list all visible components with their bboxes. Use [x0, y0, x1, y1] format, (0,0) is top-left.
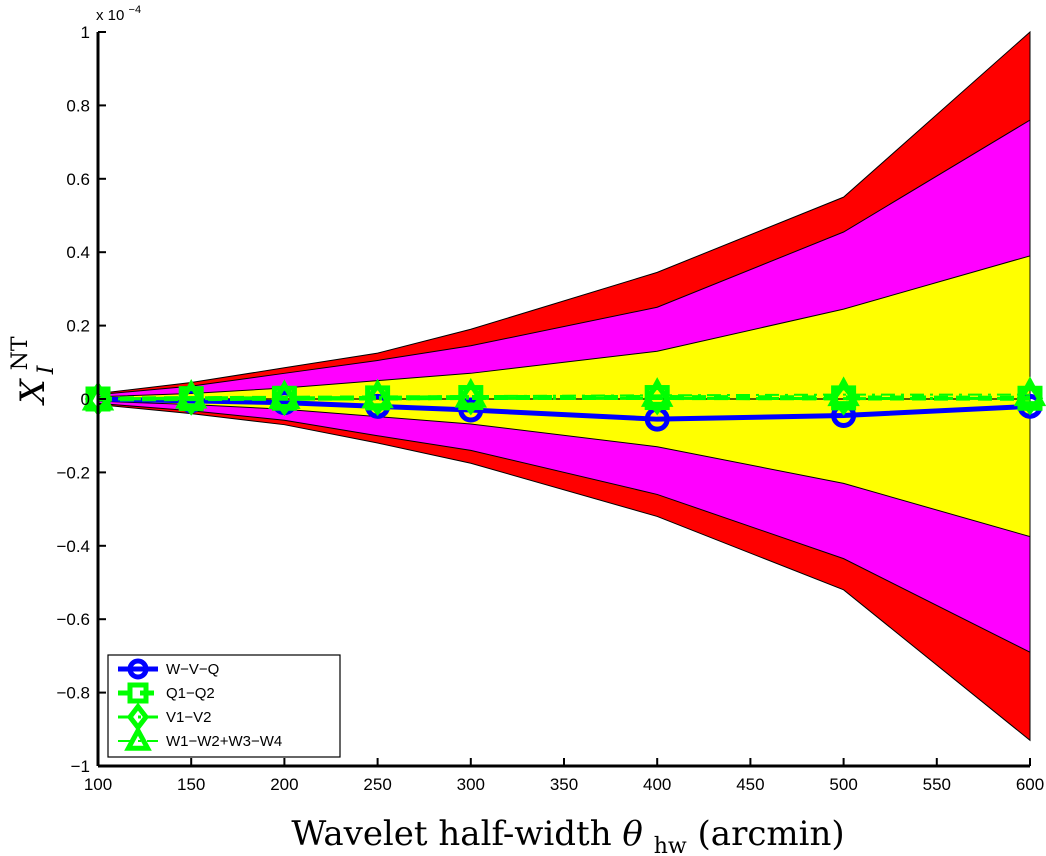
data-point-marker [1013, 376, 1046, 407]
legend-item: W1−W2+W3−W4 [118, 725, 282, 751]
data-point-marker [827, 376, 860, 407]
legend-marker-swatch [127, 658, 149, 680]
series-line [97, 393, 1030, 400]
x-tick-label: 450 [736, 775, 764, 794]
legend: W−V−Q Q1−Q2 V1−V2 W1−W2+W3−W4 [107, 654, 341, 758]
data-point-marker [174, 378, 208, 409]
legend-marker-swatch [124, 725, 152, 751]
series-line [97, 396, 1031, 422]
y-tick-label: 0 [81, 390, 90, 409]
x-tick-label: 150 [177, 775, 205, 794]
series-line [97, 396, 1031, 401]
y-tick-label: −1 [71, 757, 90, 776]
x-tick-label: 550 [923, 775, 951, 794]
data-point-marker [640, 377, 674, 407]
data-point-marker [361, 378, 394, 409]
y-tick-label: 0.6 [66, 170, 90, 189]
data-series [81, 376, 1046, 432]
x-tick-label: 400 [643, 775, 671, 794]
axes [96, 31, 1031, 768]
y-tick-label: 1 [81, 23, 90, 42]
y-exponent-label: x 10 −4 [96, 4, 141, 24]
x-tick-label: 100 [84, 775, 112, 794]
x-axis-title: Wavelet half-width θ hw (arcmin) [291, 814, 844, 856]
x-tick-label: 250 [363, 775, 391, 794]
x-tick-label: 600 [1016, 775, 1044, 794]
legend-label: Q1−Q2 [166, 685, 215, 702]
y-tick-label: 0.2 [66, 317, 90, 336]
y-tick-label: −0.8 [56, 684, 90, 703]
y-tick-label: −0.6 [56, 610, 90, 629]
confidence-bands [97, 30, 1031, 742]
legend-marker-swatch [127, 682, 149, 704]
legend-label: W−V−Q [166, 661, 219, 678]
legend-label: V1−V2 [166, 709, 211, 726]
legend-item: Q1−Q2 [118, 682, 215, 704]
y-tick-label: 0.4 [66, 243, 90, 262]
x-tick-label: 350 [550, 775, 578, 794]
y-tick-label: 0.8 [66, 96, 90, 115]
series-line [97, 395, 1031, 402]
legend-label: W1−W2+W3−W4 [166, 733, 282, 750]
x-tick-label: 300 [457, 775, 485, 794]
y-axis-title: X I NT [8, 336, 59, 406]
x-tick-label: 200 [270, 775, 298, 794]
y-tick-label: −0.4 [56, 537, 90, 556]
data-point-marker [268, 379, 301, 410]
y-tick-label: −0.2 [56, 463, 90, 482]
series-4 [81, 376, 1046, 411]
x-tick-label: 500 [829, 775, 857, 794]
data-point-marker [454, 377, 488, 408]
legend-item: W−V−Q [118, 658, 219, 680]
